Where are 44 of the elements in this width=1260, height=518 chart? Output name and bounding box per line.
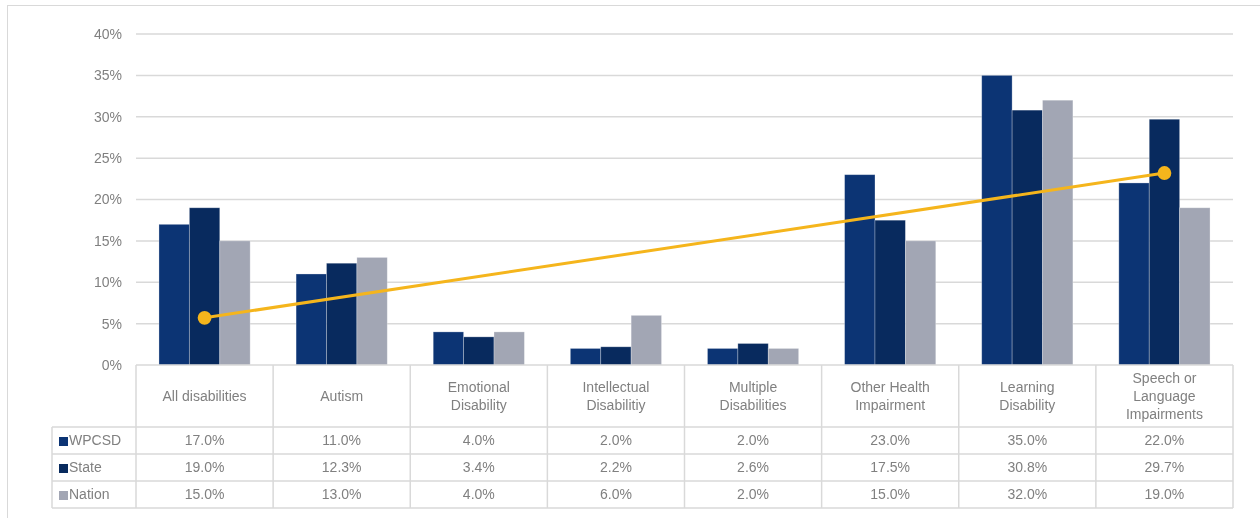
data-label: 17.5% xyxy=(870,459,911,476)
y-tick-label: 35% xyxy=(93,67,122,84)
y-tick-label: 40% xyxy=(93,25,122,42)
data-label: 32.0% xyxy=(1007,486,1048,503)
data-label: 13.0% xyxy=(321,486,362,503)
data-label: 15.0% xyxy=(870,486,911,503)
x-tick-label: Other Health Impairment xyxy=(850,378,930,413)
legend-label: WPCSD xyxy=(69,432,122,449)
data-label: 19.0% xyxy=(184,459,225,476)
data-label: 2.0% xyxy=(599,432,632,449)
data-label: 30.8% xyxy=(1007,459,1048,476)
x-tick-label: Emotional Disability xyxy=(447,378,510,413)
data-label: 2.0% xyxy=(737,486,770,503)
data-label: 35.0% xyxy=(1007,432,1048,449)
y-tick-label: 5% xyxy=(101,315,122,332)
data-label: 12.3% xyxy=(321,459,362,476)
data-label: 2.6% xyxy=(737,459,770,476)
data-label: 17.0% xyxy=(184,432,225,449)
y-tick-label: 30% xyxy=(93,108,122,125)
x-tick-label: Speech or Language Impairments xyxy=(1125,369,1203,422)
legend-label: State xyxy=(69,459,102,476)
x-tick-label: Autism xyxy=(320,387,364,404)
data-label: 2.2% xyxy=(599,459,632,476)
data-label: 15.0% xyxy=(184,486,225,503)
data-label: 19.0% xyxy=(1144,486,1185,503)
y-tick-label: 15% xyxy=(93,232,122,249)
legend-label: Nation xyxy=(69,486,110,503)
y-tick-label: 10% xyxy=(93,274,122,291)
data-label: 4.0% xyxy=(462,432,495,449)
data-label: 23.0% xyxy=(870,432,911,449)
data-label: 2.0% xyxy=(737,432,770,449)
x-tick-label: Intellectual Disabilitiy xyxy=(582,378,650,413)
data-label: 11.0% xyxy=(322,432,362,449)
data-label: 3.4% xyxy=(462,459,495,476)
data-label: 4.0% xyxy=(462,486,495,503)
y-tick-label: 25% xyxy=(93,150,122,167)
y-tick-label: 20% xyxy=(93,191,122,208)
data-label: 29.7% xyxy=(1144,459,1185,476)
x-tick-label: Multiple Disabilities xyxy=(719,378,787,413)
x-tick-label: All disabilities xyxy=(162,387,247,404)
data-label: 6.0% xyxy=(599,486,632,503)
x-tick-label: Learning Disability xyxy=(999,378,1056,413)
data-label: 22.0% xyxy=(1144,432,1185,449)
y-tick-label: 0% xyxy=(101,356,122,373)
